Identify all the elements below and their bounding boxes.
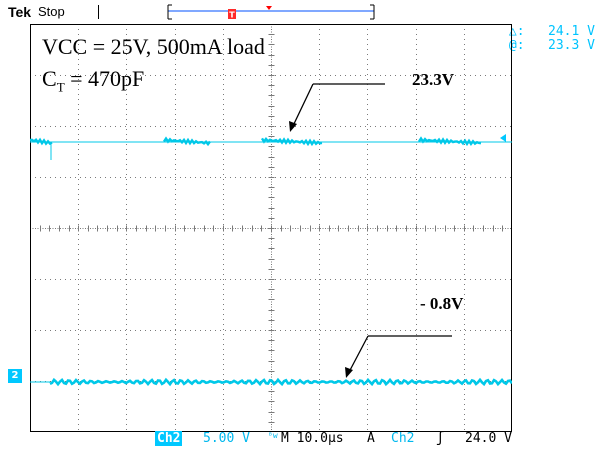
trigger-level: 24.0 V	[465, 431, 512, 446]
high-level-pointer-arrowhead-icon	[289, 121, 297, 132]
bottom-status-bar: Ch2 5.00 V ᴮw M 10.0µs A Ch2 ʃ 24.0 V	[0, 430, 609, 452]
at-symbol: @:	[508, 38, 525, 53]
trigger-marker-icon	[228, 9, 236, 19]
at-value: 23.3 V	[548, 38, 595, 53]
record-position-indicator[interactable]: T	[0, 0, 609, 26]
channel-label[interactable]: Ch2	[155, 431, 183, 446]
trace-ripple-segment	[163, 136, 211, 147]
acquisition-status: Stop	[38, 4, 65, 19]
ch2-ground-marker[interactable]: 2	[8, 369, 22, 383]
cursor-measurement: @: 23.3 V	[509, 38, 595, 53]
separator	[98, 5, 99, 19]
trigger-channel: Ch2	[391, 431, 415, 446]
low-level-label: - 0.8V	[420, 294, 464, 313]
waveform-display	[30, 24, 512, 432]
acquisition-mode: A	[367, 431, 375, 446]
cap-value: = 470pF	[64, 66, 145, 91]
trigger-slope-icon: ʃ	[436, 430, 445, 446]
timebase: M 10.0µs	[281, 431, 344, 446]
high-level-label: 23.3V	[412, 70, 455, 89]
ch2-trace	[30, 136, 512, 387]
trigger-position-arrow-icon	[266, 6, 272, 10]
timing-cap-label: CT = 470pF	[42, 66, 144, 95]
delta-measurement: △: 24.1 V	[509, 24, 595, 39]
display-frame	[30, 24, 512, 432]
cap-symbol: C	[42, 66, 57, 91]
trigger-level-arrow-icon	[500, 134, 506, 142]
low-level-pointer-diagonal	[347, 335, 369, 375]
low-level-pointer-arrowhead-icon	[345, 367, 353, 378]
trace-ripple-segment	[417, 136, 482, 147]
trace-low-level	[49, 377, 512, 387]
top-status-bar: Tek Stop T △: 24.1 V @: 23.3 V	[0, 0, 609, 53]
brand-label: Tek	[8, 4, 32, 20]
delta-symbol: △:	[508, 24, 525, 39]
bandwidth-limit-icon: ᴮw	[268, 431, 278, 440]
trace-ripple-segment	[260, 136, 323, 147]
volts-per-div: 5.00 V	[203, 431, 250, 446]
test-condition-label: VCC = 25V, 500mA load	[42, 34, 265, 59]
trigger-marker-label: T	[229, 11, 235, 20]
cap-subscript: T	[56, 79, 65, 95]
high-level-pointer-diagonal	[291, 83, 314, 129]
trace-ripple-segment	[30, 137, 53, 146]
delta-value: 24.1 V	[548, 24, 595, 39]
